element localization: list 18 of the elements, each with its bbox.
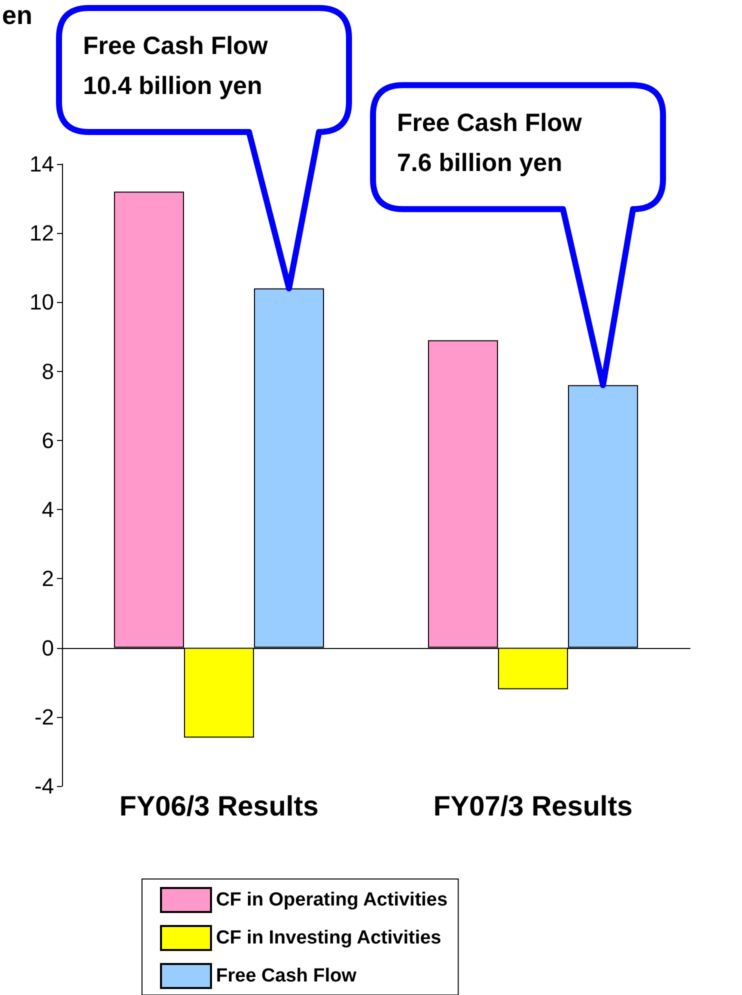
y-tick-label: 6 <box>42 428 54 453</box>
x-tick-label: FY07/3 Results <box>433 790 633 822</box>
y-axis-title: en <box>2 0 32 31</box>
y-tick-label: -4 <box>34 774 54 798</box>
y-tick-label: 0 <box>42 635 54 660</box>
y-tick-label: 4 <box>42 497 54 522</box>
legend-label: CF in Operating Activities <box>216 890 448 910</box>
legend-label: Free Cash Flow <box>216 966 357 986</box>
text: Free Cash Flow 10.4 billion yen <box>83 32 268 100</box>
x-tick-label: FY06/3 Results <box>119 790 319 822</box>
y-tick-label: 14 <box>30 152 54 176</box>
y-tick-label: 12 <box>30 220 54 246</box>
y-tick-label: 2 <box>42 566 54 592</box>
annotation: Free Cash Flow 7.6 billion yen <box>397 109 582 178</box>
legend-label: CF in Investing Activities <box>216 928 442 948</box>
y-tick-label: 10 <box>30 290 54 315</box>
y-tick-label: 8 <box>42 358 54 384</box>
y-tick-label: -2 <box>34 704 54 730</box>
